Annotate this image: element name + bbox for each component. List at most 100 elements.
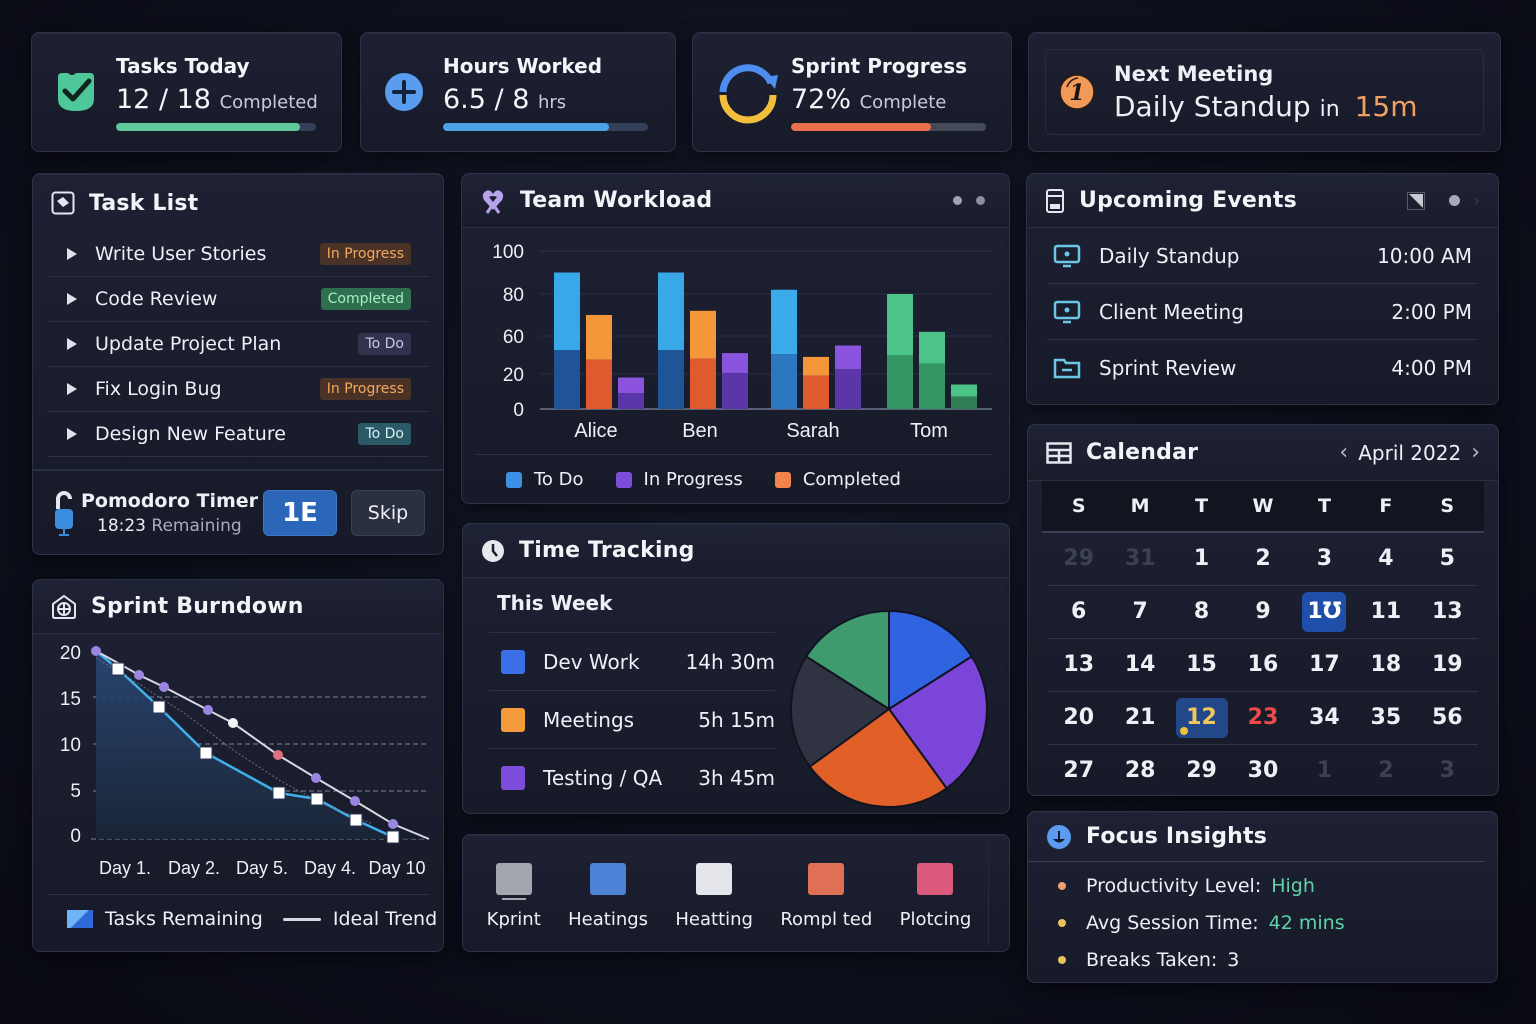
calendar-day[interactable]: 7 (1109, 586, 1170, 638)
status-legend-item[interactable]: Heatings (568, 855, 648, 930)
task-row[interactable]: Design New Feature To Do (47, 412, 429, 457)
pomodoro-start-button[interactable]: 1E (263, 489, 337, 536)
bar-ben-completed[interactable] (690, 310, 716, 359)
calendar-day[interactable]: 12 (1171, 692, 1232, 744)
expand-triangle-icon[interactable] (67, 293, 77, 305)
bar-alice-completed[interactable] (586, 315, 612, 360)
day-number: 21 (1124, 705, 1156, 730)
calendar-day[interactable]: 30 (1232, 745, 1293, 797)
task-row[interactable]: Fix Login Bug In Progress (47, 367, 429, 412)
expand-triangle-icon[interactable] (67, 248, 77, 260)
hours-worked-card: Hours Worked 6.5 / 8 hrs (360, 32, 676, 152)
calendar-day[interactable]: 8 (1171, 586, 1232, 638)
pie-slice[interactable] (804, 609, 890, 711)
calendar-day[interactable]: 31 (1109, 533, 1170, 585)
bar-tom-in-progress[interactable] (951, 384, 977, 397)
calendar-day[interactable]: 11 (1355, 586, 1416, 638)
calendar-day[interactable]: 5 (1417, 533, 1478, 585)
calendar-day[interactable]: 28 (1109, 745, 1170, 797)
expand-triangle-icon[interactable] (67, 338, 77, 350)
pie-slice[interactable] (887, 655, 988, 790)
task-row[interactable]: Write User Stories In Progress (47, 232, 429, 277)
calendar-day[interactable]: 18 (1355, 639, 1416, 691)
bar-sarah-completed[interactable] (803, 356, 829, 376)
status-legend-item[interactable]: Heatting (675, 855, 753, 930)
pie-slice[interactable] (888, 609, 974, 711)
calendar-day[interactable]: 3 (1417, 745, 1478, 797)
calendar-day[interactable]: 15 (1171, 639, 1232, 691)
event-row[interactable]: Sprint Review 4:00 PM (1047, 340, 1478, 396)
status-legend-item[interactable]: Plotcing (900, 855, 971, 930)
expand-triangle-icon[interactable] (67, 383, 77, 395)
calendar-day[interactable]: 13 (1048, 639, 1109, 691)
calendar-day[interactable]: 27 (1048, 745, 1109, 797)
calendar-day[interactable]: 17 (1294, 639, 1355, 691)
calendar-day[interactable]: 6 (1048, 586, 1109, 638)
task-row[interactable]: Code Review Completed (47, 277, 429, 322)
calendar-day[interactable]: 56 (1417, 692, 1478, 744)
status-legend-item[interactable]: Kprint (487, 855, 541, 930)
day-number: 1 (1193, 546, 1210, 571)
calendar-day[interactable]: 34 (1294, 692, 1355, 744)
bar-tom-to-do[interactable] (887, 294, 913, 355)
calendar-day[interactable]: 29 (1171, 745, 1232, 797)
svg-text:Day 2.: Day 2. (168, 858, 220, 878)
pie-slice[interactable] (808, 707, 949, 808)
calendar-day[interactable]: 1Ʊ (1294, 586, 1355, 638)
color-swatch-icon (696, 863, 733, 895)
color-swatch-icon (808, 863, 845, 895)
day-number: 12 (1175, 698, 1228, 738)
bar-tom-completed[interactable] (919, 331, 945, 364)
calendar-day[interactable]: 14 (1109, 639, 1170, 691)
expand-triangle-icon[interactable] (67, 428, 77, 440)
ideal-trend-line-icon (282, 917, 321, 921)
pie-slice[interactable] (790, 655, 891, 769)
next-dot-icon[interactable] (976, 196, 985, 205)
calendar-day[interactable]: 2 (1232, 533, 1293, 585)
calendar-day[interactable]: 16 (1232, 639, 1293, 691)
day-number: 29 (1186, 758, 1217, 783)
x-label: Sarah (786, 420, 839, 442)
calendar-day[interactable]: 9 (1232, 586, 1293, 638)
insight-value: High (1271, 874, 1315, 897)
expand-icon[interactable] (1406, 191, 1425, 210)
next-month-button[interactable]: › (1471, 440, 1480, 465)
calendar-day[interactable]: 23 (1232, 692, 1293, 744)
category-swatch-icon (501, 765, 525, 790)
prev-month-button[interactable]: ‹ (1339, 440, 1349, 465)
next-meeting-card[interactable]: 1 Next Meeting Daily Standup in 15m (1028, 32, 1501, 152)
day-number: 2 (1255, 546, 1271, 571)
day-number: 13 (1431, 599, 1463, 624)
bar-sarah-to-do[interactable] (771, 289, 797, 355)
prev-dot-icon[interactable] (953, 196, 962, 205)
calendar-day[interactable]: 13 (1417, 586, 1478, 638)
calendar-day[interactable]: 4 (1355, 533, 1416, 585)
bar-ben-to-do[interactable] (658, 272, 684, 351)
bar-ben-in-progress[interactable] (722, 353, 748, 374)
event-time: 4:00 PM (1391, 356, 1472, 380)
calendar-day[interactable]: 1 (1294, 745, 1355, 797)
calendar-day[interactable]: 35 (1355, 692, 1416, 744)
weekday-label: T (1317, 495, 1331, 517)
svg-text:0: 0 (70, 826, 81, 847)
cycle-icon (715, 59, 781, 125)
day-number: 8 (1193, 599, 1210, 624)
calendar-day[interactable]: 1 (1171, 533, 1232, 585)
event-row[interactable]: Client Meeting 2:00 PM (1047, 284, 1478, 340)
calendar-day[interactable]: 2 (1355, 745, 1416, 797)
event-row[interactable]: Daily Standup 10:00 AM (1047, 228, 1478, 284)
bar-alice-to-do[interactable] (554, 272, 580, 351)
bar-sarah-in-progress[interactable] (835, 345, 861, 370)
calendar-day[interactable]: 21 (1109, 692, 1170, 744)
calendar-day[interactable]: 3 (1294, 533, 1355, 585)
task-name: Design New Feature (95, 423, 286, 445)
calendar-day[interactable]: 20 (1048, 692, 1109, 744)
calendar-day[interactable]: 29 (1048, 533, 1109, 585)
calendar-day[interactable]: 19 (1417, 639, 1478, 691)
status-legend-item[interactable]: Rompl ted (780, 855, 872, 930)
skip-button[interactable]: Skip (351, 489, 425, 536)
chevron-right-icon[interactable]: › (1473, 191, 1480, 210)
status-dot-icon[interactable] (1448, 195, 1460, 206)
task-row[interactable]: Update Project Plan To Do (47, 322, 429, 367)
bar-alice-in-progress[interactable] (618, 377, 644, 394)
